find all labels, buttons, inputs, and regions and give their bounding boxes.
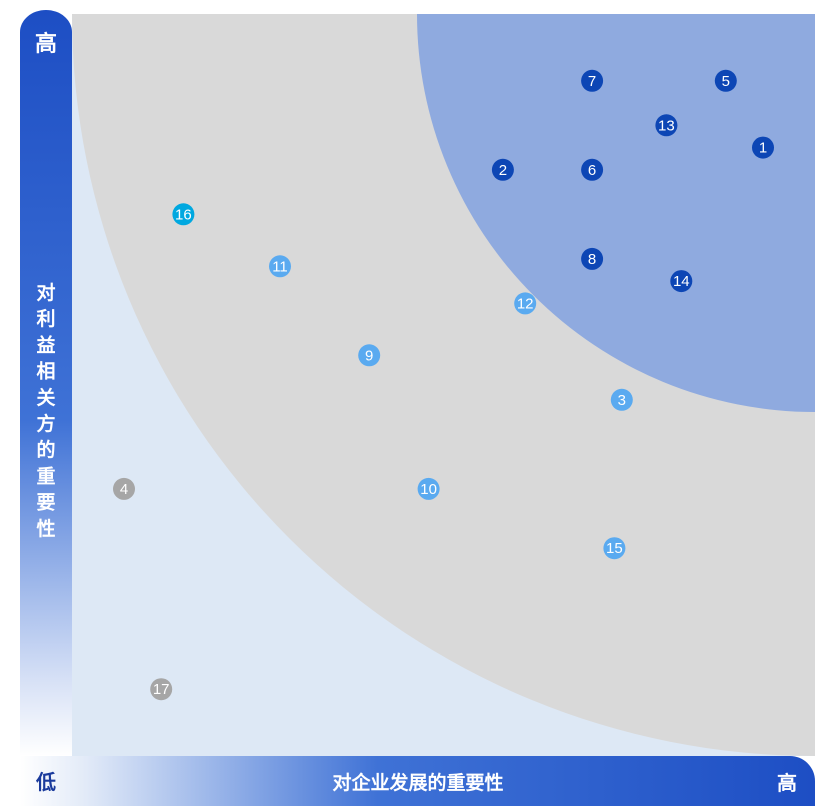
data-point-1 <box>752 136 774 159</box>
data-point-label-5: 5 <box>722 73 730 90</box>
data-point-label-1: 1 <box>759 140 767 157</box>
data-point-label-16: 16 <box>175 206 192 223</box>
zone-group <box>72 14 815 756</box>
data-point-label-8: 8 <box>588 251 596 268</box>
data-point-15 <box>603 537 626 560</box>
data-point-14 <box>670 270 693 293</box>
data-point-5 <box>714 69 737 92</box>
data-point-label-14: 14 <box>673 273 690 290</box>
data-point-3 <box>610 388 633 411</box>
x-axis-high-label: 高 <box>777 771 797 795</box>
data-point-label-7: 7 <box>588 73 596 90</box>
x-axis-bar <box>20 756 815 806</box>
data-point-8 <box>581 247 604 270</box>
y-axis-high-label: 高 <box>35 31 57 57</box>
zone-high <box>417 14 815 412</box>
data-point-label-4: 4 <box>120 481 128 498</box>
data-point-label-11: 11 <box>272 258 288 275</box>
data-point-10 <box>417 477 440 500</box>
data-point-label-17: 17 <box>153 681 170 698</box>
data-point-label-3: 3 <box>618 392 626 409</box>
data-point-4 <box>113 477 135 500</box>
data-point-label-13: 13 <box>658 117 675 134</box>
data-point-2 <box>491 158 514 181</box>
data-point-17 <box>150 678 173 701</box>
y-axis-bar <box>20 10 72 756</box>
y-axis-title: 对利益相关方的重要性 <box>36 281 55 540</box>
data-point-16 <box>172 203 195 226</box>
x-axis-title: 对企业发展的重要性 <box>332 771 503 794</box>
data-point-label-2: 2 <box>499 162 507 179</box>
data-point-label-6: 6 <box>588 162 596 179</box>
data-point-12 <box>514 292 537 315</box>
data-point-label-15: 15 <box>606 540 623 557</box>
data-point-7 <box>581 69 604 92</box>
data-point-label-12: 12 <box>517 295 534 312</box>
data-point-11 <box>269 255 291 278</box>
data-point-label-10: 10 <box>420 481 437 498</box>
x-axis-low-label: 低 <box>35 770 56 794</box>
data-point-6 <box>581 158 604 181</box>
data-point-13 <box>655 114 678 137</box>
data-point-label-9: 9 <box>365 347 373 364</box>
data-point-9 <box>358 344 381 367</box>
